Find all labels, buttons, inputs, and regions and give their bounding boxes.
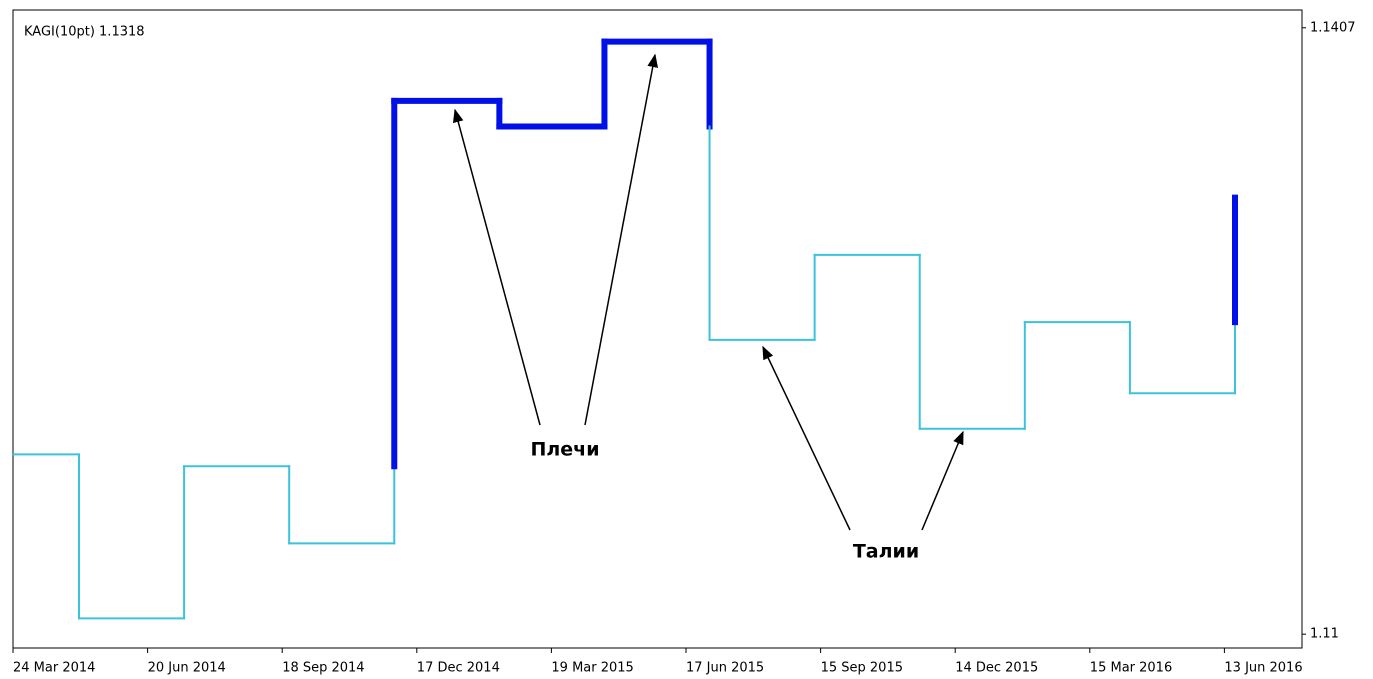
y-tick-label: 1.1407 (1310, 20, 1356, 35)
x-tick-label: 17 Jun 2015 (686, 661, 764, 676)
x-tick-label: 24 Mar 2014 (13, 661, 95, 676)
arrow (584, 53, 659, 426)
x-tick-label: 19 Mar 2015 (551, 661, 633, 676)
annotation: Талии (853, 541, 919, 563)
arrows (452, 53, 964, 531)
x-tick-label: 18 Sep 2014 (282, 661, 364, 676)
annotation: Плечи (530, 439, 599, 461)
plot-frame (12, 9, 1303, 649)
x-tick-label: 14 Dec 2015 (955, 661, 1038, 676)
x-tick-label: 17 Dec 2014 (417, 661, 500, 676)
x-tick-label: 13 Jun 2016 (1224, 661, 1302, 676)
arrow (452, 108, 541, 426)
arrow (762, 345, 851, 531)
chart-title: KAGI(10pt) 1.1318 (24, 25, 145, 40)
arrow (921, 430, 964, 531)
x-tick-label: 15 Sep 2015 (821, 661, 903, 676)
y-tick-label: 1.11 (1310, 627, 1339, 642)
x-tick-label: 15 Mar 2016 (1090, 661, 1172, 676)
x-tick-label: 20 Jun 2014 (148, 661, 226, 676)
